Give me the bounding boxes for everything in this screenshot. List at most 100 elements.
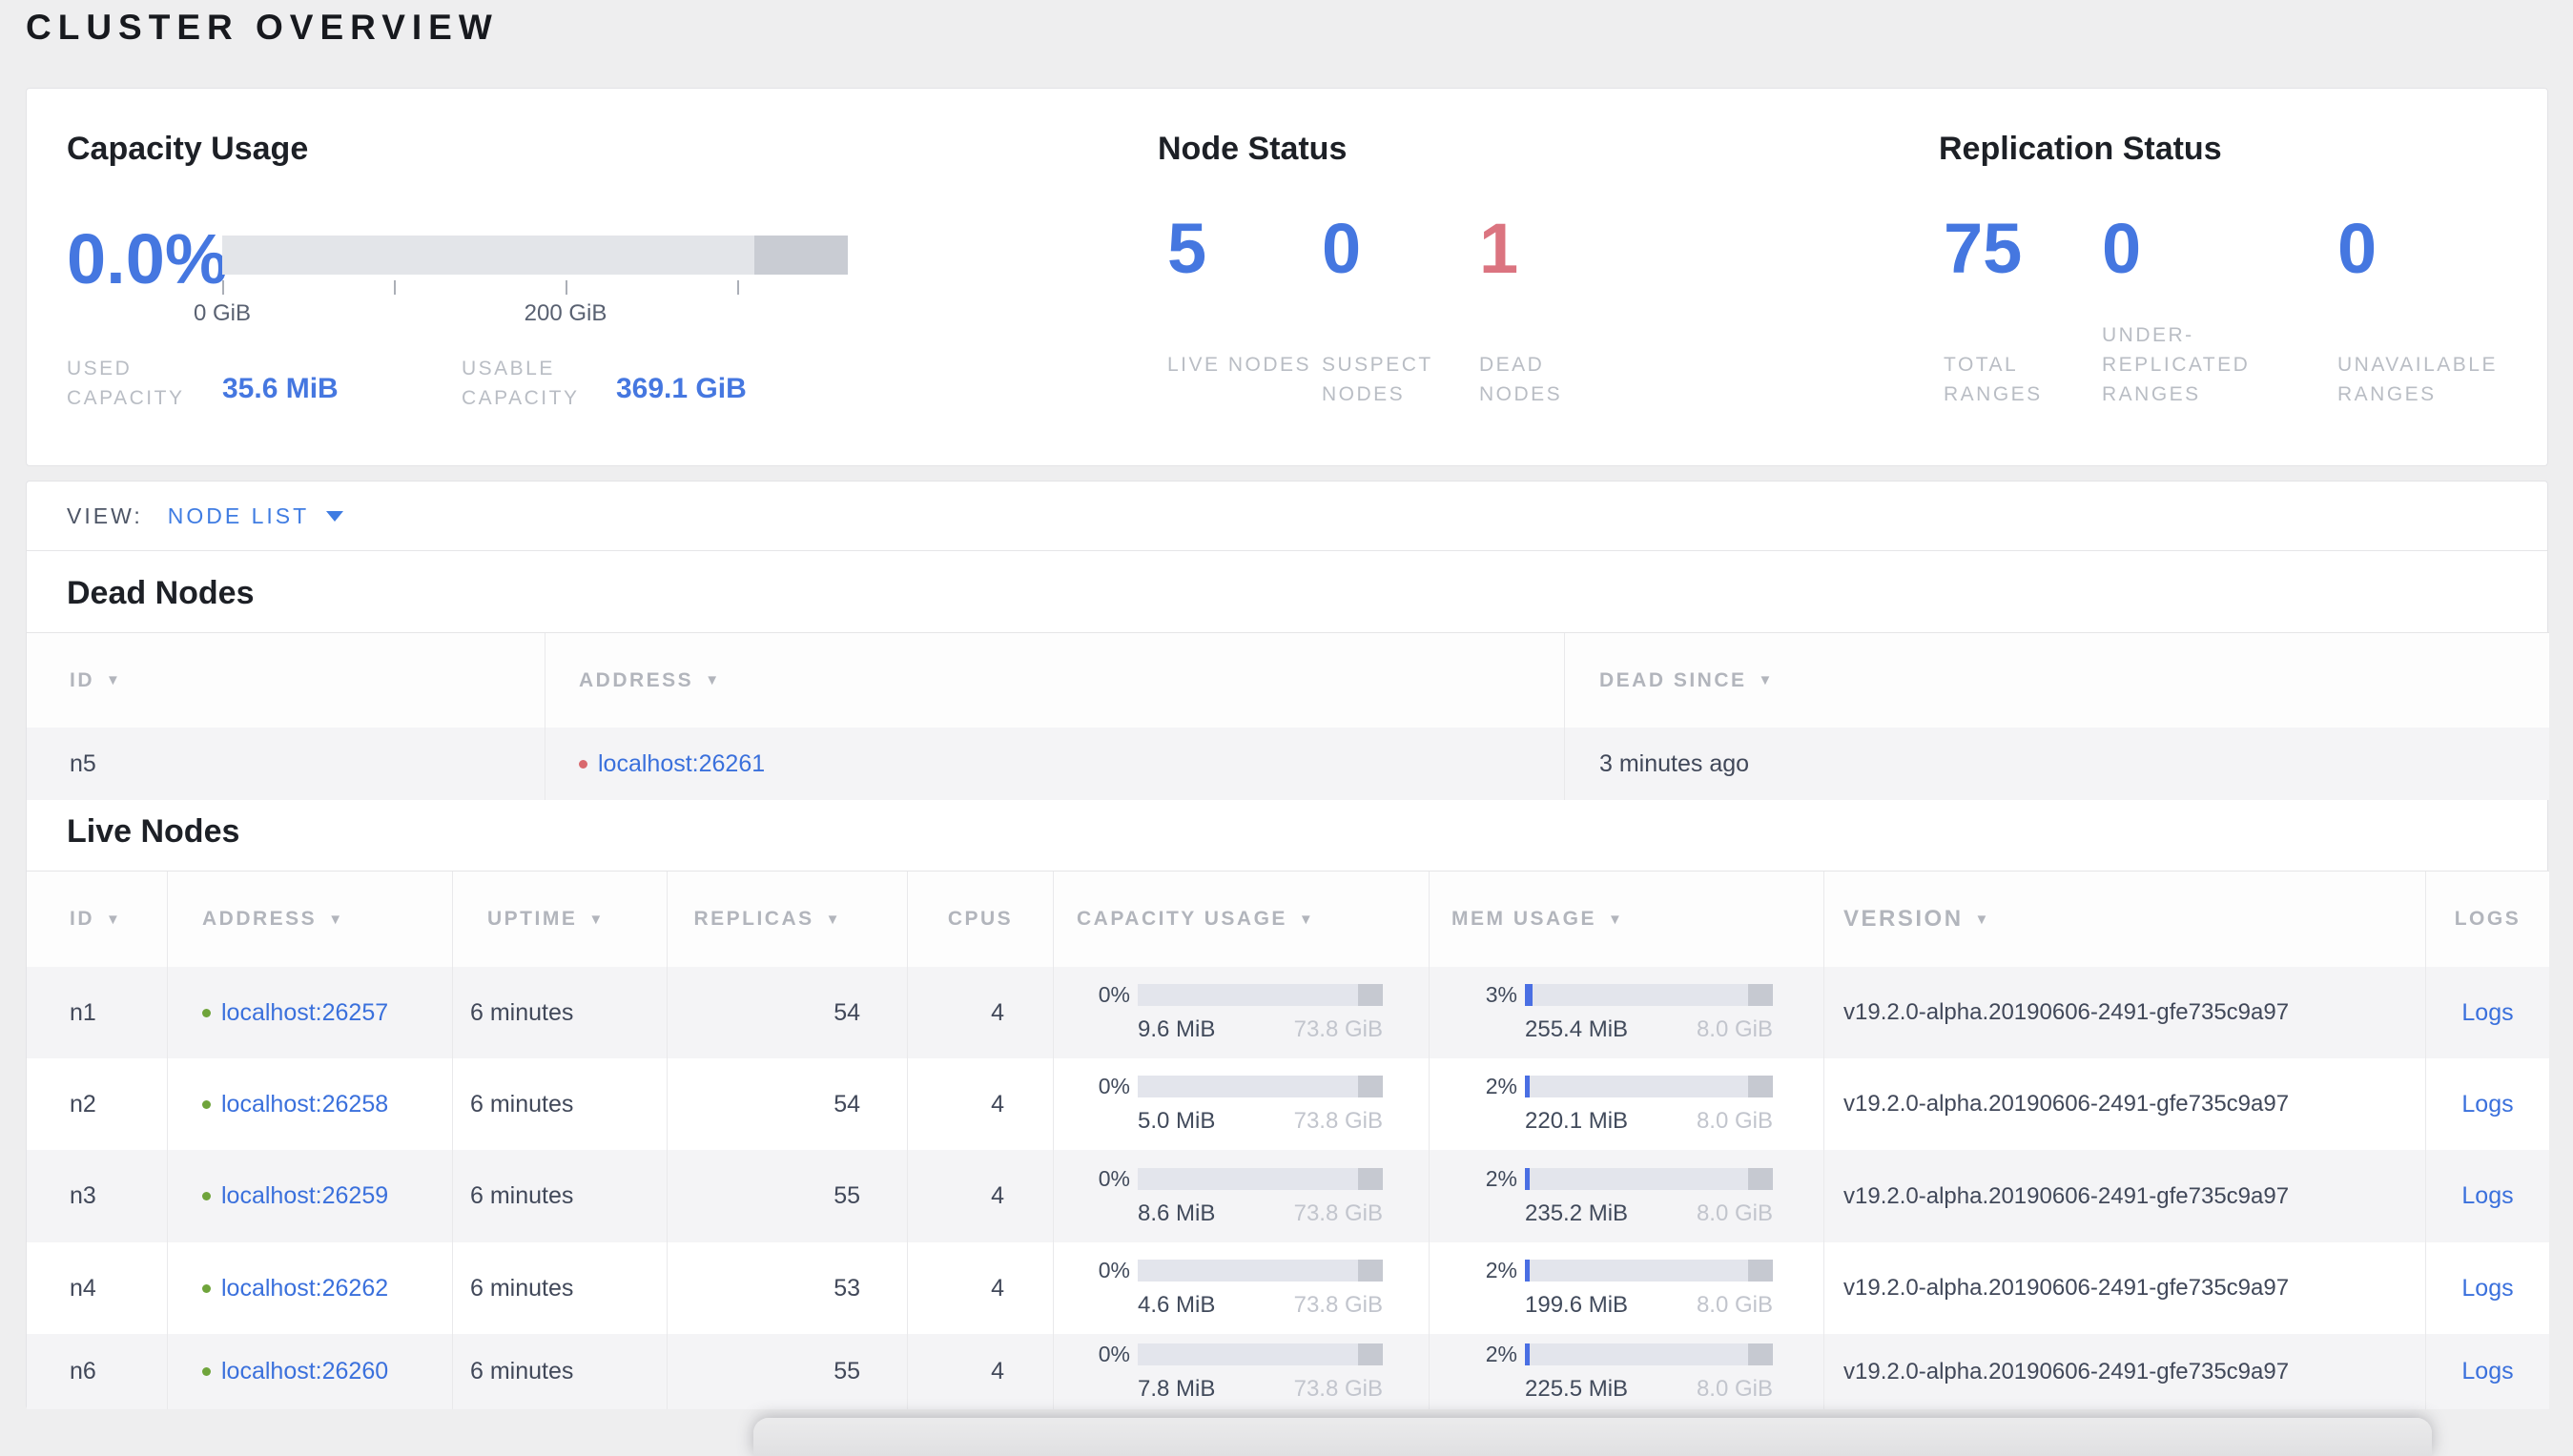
logs-link[interactable]: Logs bbox=[2461, 1274, 2514, 1302]
live-col-header-version[interactable]: VERSION bbox=[1824, 872, 2426, 967]
capacity-mini-bar bbox=[1138, 1343, 1383, 1365]
node-replicas: 55 bbox=[668, 1334, 908, 1409]
node-address-link[interactable]: localhost:26258 bbox=[221, 1090, 389, 1118]
mem-percent: 2% bbox=[1485, 1165, 1517, 1191]
live-col-header-id[interactable]: ID bbox=[27, 872, 168, 967]
usable-capacity-label: USABLE CAPACITY bbox=[462, 358, 580, 409]
dead-col-header-address[interactable]: ADDRESS bbox=[545, 633, 1565, 728]
unavailable-ranges-stat: 0 UNAVAILABLE RANGES bbox=[2337, 211, 2528, 409]
capacity-percent: 0% bbox=[1098, 1074, 1130, 1098]
node-id: n4 bbox=[27, 1242, 168, 1334]
suspect-nodes-stat: 0 SUSPECT NODES bbox=[1322, 211, 1513, 409]
mem-percent: 3% bbox=[1485, 982, 1517, 1007]
used-capacity-label: USED CAPACITY bbox=[67, 358, 185, 409]
mem-used-fill bbox=[1525, 1343, 1530, 1365]
view-selector-bar: VIEW: NODE LIST bbox=[27, 482, 2547, 551]
live-nodes-stat: 5 LIVE NODES bbox=[1167, 211, 1358, 379]
mem-used-value: 235.2 MiB bbox=[1525, 1200, 1629, 1226]
capacity-percent: 0% bbox=[1098, 1165, 1130, 1191]
node-id: n2 bbox=[27, 1058, 168, 1150]
table-row: n2 localhost:26258 6 minutes 54 4 0% 5.0… bbox=[27, 1058, 2549, 1150]
node-replicas: 55 bbox=[668, 1150, 908, 1242]
node-address-cell: localhost:26258 bbox=[168, 1058, 453, 1150]
capacity-total-value: 73.8 GiB bbox=[1293, 1016, 1383, 1042]
node-replicas: 54 bbox=[668, 967, 908, 1058]
sort-caret-icon bbox=[826, 912, 842, 928]
node-address-link[interactable]: localhost:26260 bbox=[221, 1358, 389, 1384]
node-capacity-usage-cell: 0% 4.6 MiB 73.8 GiB bbox=[1054, 1242, 1430, 1334]
live-col-header-replicas[interactable]: REPLICAS bbox=[668, 872, 908, 967]
node-id: n1 bbox=[27, 967, 168, 1058]
live-col-header-uptime[interactable]: UPTIME bbox=[453, 872, 668, 967]
mem-used-value: 199.6 MiB bbox=[1525, 1292, 1629, 1318]
node-version: v19.2.0-alpha.20190606-2491-gfe735c9a97 bbox=[1824, 1150, 2426, 1242]
mem-used-value: 225.5 MiB bbox=[1525, 1375, 1629, 1402]
node-mem-usage-cell: 2% 220.1 MiB 8.0 GiB bbox=[1430, 1058, 1824, 1150]
capacity-total-value: 73.8 GiB bbox=[1293, 1108, 1383, 1134]
sort-caret-icon bbox=[106, 672, 122, 688]
live-status-dot-icon bbox=[202, 1192, 211, 1200]
node-version: v19.2.0-alpha.20190606-2491-gfe735c9a97 bbox=[1824, 1334, 2426, 1409]
live-col-header-cpus[interactable]: CPUS bbox=[908, 872, 1054, 967]
capacity-used-value: 5.0 MiB bbox=[1138, 1108, 1216, 1134]
axis-tick bbox=[394, 280, 396, 295]
dead-col-header-id[interactable]: ID bbox=[27, 633, 545, 728]
live-col-header-mem-usage[interactable]: MEM USAGE bbox=[1430, 872, 1824, 967]
node-address-cell: localhost:26260 bbox=[168, 1334, 453, 1409]
node-logs-cell: Logs bbox=[2426, 1058, 2549, 1150]
node-id: n6 bbox=[27, 1334, 168, 1409]
mem-used-fill bbox=[1525, 1076, 1530, 1097]
capacity-reserved-segment bbox=[1358, 984, 1383, 1006]
under-replicated-label: UNDER-REPLICATED RANGES bbox=[2102, 324, 2251, 405]
logs-link[interactable]: Logs bbox=[2461, 1182, 2514, 1209]
sort-caret-icon bbox=[705, 672, 721, 688]
node-address-cell: localhost:26262 bbox=[168, 1242, 453, 1334]
mem-used-value: 255.4 MiB bbox=[1525, 1016, 1629, 1042]
capacity-reserved-segment bbox=[1358, 1076, 1383, 1097]
mem-reserved-segment bbox=[1748, 1076, 1773, 1097]
capacity-mini-bar bbox=[1138, 984, 1383, 1006]
sort-caret-icon bbox=[588, 912, 605, 928]
node-uptime: 6 minutes bbox=[453, 1150, 668, 1242]
used-capacity-value: 35.6 MiB bbox=[222, 373, 339, 404]
mem-used-value: 220.1 MiB bbox=[1525, 1108, 1629, 1134]
mem-used-fill bbox=[1525, 1260, 1530, 1282]
node-address-link[interactable]: localhost:26259 bbox=[221, 1182, 389, 1209]
node-address-cell: localhost:26259 bbox=[168, 1150, 453, 1242]
dead-node-address-link[interactable]: localhost:26261 bbox=[598, 749, 766, 777]
total-ranges-label: TOTAL RANGES bbox=[1944, 354, 2043, 405]
dead-col-header-dead-since[interactable]: DEAD SINCE bbox=[1565, 633, 2549, 728]
page-title: CLUSTER OVERVIEW bbox=[26, 8, 499, 47]
node-address-link[interactable]: localhost:26262 bbox=[221, 1274, 389, 1302]
mem-used-fill bbox=[1525, 984, 1533, 1006]
capacity-used-percent: 0.0% bbox=[67, 219, 228, 298]
logs-link[interactable]: Logs bbox=[2461, 998, 2514, 1026]
under-replicated-count: 0 bbox=[2102, 209, 2142, 288]
mem-used-fill bbox=[1525, 1167, 1530, 1190]
mem-total-value: 8.0 GiB bbox=[1696, 1292, 1773, 1318]
node-uptime: 6 minutes bbox=[453, 1334, 668, 1409]
replication-status-title: Replication Status bbox=[1939, 131, 2222, 167]
capacity-reserved-segment bbox=[1358, 1343, 1383, 1365]
live-col-header-capacity-usage[interactable]: CAPACITY USAGE bbox=[1054, 872, 1430, 967]
logs-link[interactable]: Logs bbox=[2461, 1358, 2514, 1384]
sort-caret-icon bbox=[328, 912, 344, 928]
dead-nodes-stat: 1 DEAD NODES bbox=[1479, 211, 1670, 409]
node-cpus: 4 bbox=[908, 1242, 1054, 1334]
capacity-reserved-segment bbox=[1358, 1260, 1383, 1282]
total-ranges-count: 75 bbox=[1944, 209, 2023, 288]
table-row: n4 localhost:26262 6 minutes 53 4 0% 4.6… bbox=[27, 1242, 2549, 1334]
axis-tick bbox=[737, 280, 739, 295]
dead-status-dot-icon bbox=[579, 759, 587, 769]
capacity-total-value: 73.8 GiB bbox=[1293, 1200, 1383, 1226]
capacity-used-value: 4.6 MiB bbox=[1138, 1292, 1216, 1318]
table-row: n3 localhost:26259 6 minutes 55 4 0% 8.6… bbox=[27, 1150, 2549, 1242]
view-dropdown[interactable]: NODE LIST bbox=[168, 503, 344, 529]
chevron-down-icon bbox=[326, 510, 344, 522]
suspect-nodes-label: SUSPECT NODES bbox=[1322, 354, 1433, 405]
node-cpus: 4 bbox=[908, 1150, 1054, 1242]
node-address-link[interactable]: localhost:26257 bbox=[221, 998, 389, 1026]
node-cpus: 4 bbox=[908, 967, 1054, 1058]
logs-link[interactable]: Logs bbox=[2461, 1090, 2514, 1118]
live-col-header-address[interactable]: ADDRESS bbox=[168, 872, 453, 967]
